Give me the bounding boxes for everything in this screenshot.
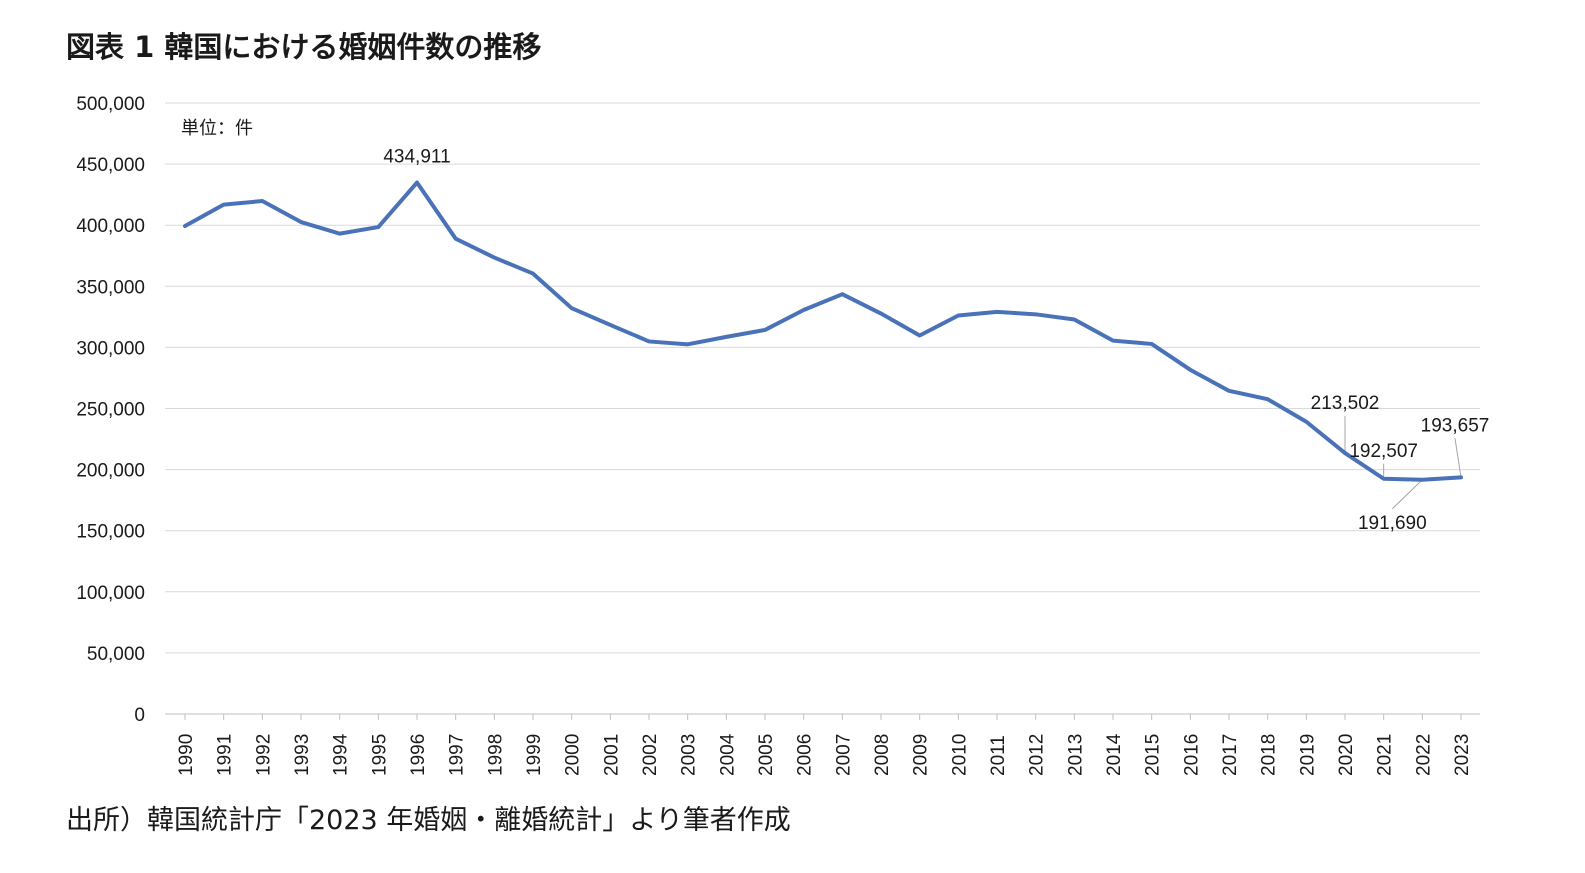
data-point-2020 bbox=[1343, 451, 1347, 455]
y-tick-label: 450,000 bbox=[76, 155, 145, 176]
data-point-2019 bbox=[1304, 420, 1308, 424]
data-label-2020: 213,502 bbox=[1311, 393, 1380, 414]
data-point-2002 bbox=[647, 339, 651, 343]
x-axis-ticks: 1990 1991 1992 1993 1994 1995 1996 1997 1998 1999… bbox=[176, 714, 1473, 776]
data-point-2014 bbox=[1111, 339, 1115, 343]
y-tick-label: 0 bbox=[134, 705, 145, 726]
x-tick-label: 1999 bbox=[524, 734, 545, 776]
x-tick-label: 2014 bbox=[1104, 733, 1125, 776]
x-tick-label: 1990 bbox=[176, 734, 197, 776]
data-point-2018 bbox=[1266, 397, 1270, 401]
chart-title: 図表 1 韓国における婚姻件数の推移 bbox=[66, 30, 542, 64]
data-point-1997 bbox=[454, 237, 458, 241]
y-axis-ticks: 0 50,000 100,000 150,000 200,000 250,000 300,0… bbox=[76, 94, 145, 726]
y-tick-label: 50,000 bbox=[87, 644, 145, 665]
data-point-2001 bbox=[608, 323, 612, 327]
data-label-1996: 434,911 bbox=[383, 147, 450, 168]
data-point-1991 bbox=[222, 203, 226, 207]
data-point-2010 bbox=[956, 314, 960, 318]
x-tick-label: 2021 bbox=[1375, 734, 1396, 776]
data-point-2008 bbox=[879, 312, 883, 316]
x-tick-label: 2018 bbox=[1259, 734, 1280, 776]
x-tick-label: 1991 bbox=[215, 734, 236, 776]
leader-line-2023 bbox=[1454, 438, 1462, 478]
data-point-2022 bbox=[1420, 478, 1424, 482]
data-point-1993 bbox=[299, 220, 303, 224]
y-tick-label: 350,000 bbox=[76, 277, 145, 298]
x-tick-label: 1993 bbox=[292, 734, 313, 776]
x-tick-label: 2000 bbox=[563, 734, 584, 776]
data-point-1996 bbox=[415, 181, 419, 185]
x-tick-label: 2023 bbox=[1452, 734, 1473, 776]
unit-label: 単位：件 bbox=[181, 118, 253, 139]
data-point-2021 bbox=[1382, 477, 1386, 481]
data-point-2003 bbox=[686, 342, 690, 346]
x-tick-label: 2013 bbox=[1065, 734, 1086, 776]
gridlines bbox=[165, 102, 1480, 715]
data-label-2022: 191,690 bbox=[1358, 513, 1427, 534]
x-tick-label: 2003 bbox=[679, 734, 700, 776]
x-tick-label: 1996 bbox=[408, 734, 429, 776]
x-tick-label: 2016 bbox=[1181, 734, 1202, 776]
data-point-1994 bbox=[338, 232, 342, 236]
data-point-2004 bbox=[724, 335, 728, 339]
x-tick-label: 1995 bbox=[369, 734, 390, 776]
data-point-2009 bbox=[918, 333, 922, 337]
x-tick-label: 1994 bbox=[331, 733, 352, 776]
y-tick-label: 250,000 bbox=[76, 400, 145, 421]
x-tick-label: 2020 bbox=[1336, 734, 1357, 776]
x-tick-label: 2012 bbox=[1027, 734, 1048, 776]
data-point-2000 bbox=[570, 306, 574, 310]
y-tick-label: 150,000 bbox=[76, 522, 145, 543]
x-tick-label: 2006 bbox=[795, 734, 816, 776]
x-tick-label: 1992 bbox=[253, 734, 274, 776]
source-note: 出所）韓国統計庁「2023 年婚姻・離婚統計」より筆者作成 bbox=[66, 805, 791, 836]
x-tick-label: 2017 bbox=[1220, 734, 1241, 776]
x-tick-label: 2001 bbox=[601, 734, 622, 776]
x-tick-label: 2009 bbox=[911, 734, 932, 776]
y-tick-label: 200,000 bbox=[76, 461, 145, 482]
x-tick-label: 2008 bbox=[872, 734, 893, 776]
data-point-1990 bbox=[183, 224, 187, 228]
data-point-2017 bbox=[1227, 389, 1231, 393]
data-point-2013 bbox=[1072, 318, 1076, 322]
x-tick-label: 2015 bbox=[1143, 734, 1164, 776]
x-tick-label: 1998 bbox=[485, 734, 506, 776]
data-point-1995 bbox=[376, 225, 380, 229]
data-point-2015 bbox=[1150, 342, 1154, 346]
data-point-2023 bbox=[1459, 475, 1463, 479]
x-tick-label: 2005 bbox=[756, 734, 777, 776]
data-label-2023: 193,657 bbox=[1421, 415, 1490, 436]
x-tick-label: 1997 bbox=[447, 734, 468, 776]
data-point-2007 bbox=[840, 292, 844, 296]
x-tick-label: 2010 bbox=[949, 734, 970, 776]
data-point-1992 bbox=[260, 199, 264, 203]
y-tick-label: 500,000 bbox=[76, 94, 145, 115]
data-point-2012 bbox=[1034, 312, 1038, 316]
series-line bbox=[183, 180, 1463, 482]
x-tick-label: 2004 bbox=[717, 733, 738, 776]
y-tick-label: 300,000 bbox=[76, 338, 145, 359]
data-point-2005 bbox=[763, 328, 767, 332]
data-point-2011 bbox=[995, 310, 999, 314]
y-tick-label: 400,000 bbox=[76, 216, 145, 237]
leader-line-2022 bbox=[1391, 479, 1423, 510]
data-point-2006 bbox=[802, 308, 806, 312]
x-tick-label: 2022 bbox=[1413, 734, 1434, 776]
data-label-2021: 192,507 bbox=[1349, 441, 1418, 462]
label-leader-lines bbox=[1344, 416, 1462, 510]
x-tick-label: 2007 bbox=[833, 734, 854, 776]
data-point-2016 bbox=[1188, 368, 1192, 372]
x-tick-label: 2011 bbox=[988, 735, 1009, 776]
x-tick-label: 2002 bbox=[640, 734, 661, 776]
data-point-1999 bbox=[531, 272, 535, 276]
data-labels: 434,911 213,502 192,507 191,690 193,657 bbox=[383, 147, 1489, 534]
data-point-1998 bbox=[492, 256, 496, 260]
x-tick-label: 2019 bbox=[1297, 734, 1318, 776]
y-tick-label: 100,000 bbox=[76, 583, 145, 604]
